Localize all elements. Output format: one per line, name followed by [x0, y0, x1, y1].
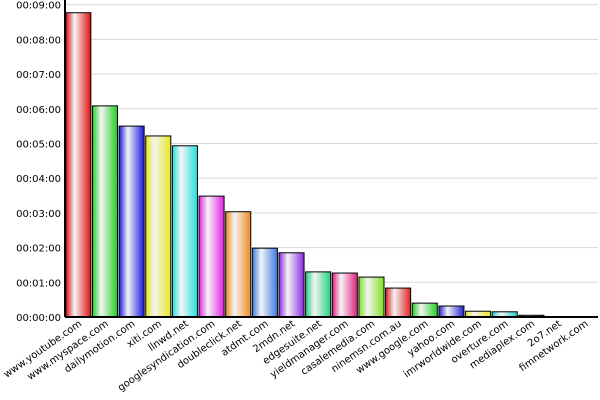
- bar: [171, 145, 198, 318]
- y-tick-label: 00:05:00: [16, 139, 61, 150]
- y-tick-label: 00:03:00: [16, 209, 61, 220]
- bar: [438, 305, 465, 318]
- y-tick-label: 00:06:00: [16, 105, 61, 116]
- y-tick-label: 00:08:00: [16, 35, 61, 46]
- bar: [411, 302, 438, 318]
- bar: [278, 252, 305, 318]
- bar: [65, 12, 92, 318]
- bar: [331, 272, 358, 318]
- bar: [145, 135, 172, 318]
- bar: [251, 247, 278, 318]
- y-tick-label: 00:07:00: [16, 70, 61, 81]
- y-tick-label: 00:09:00: [16, 1, 61, 12]
- bar: [118, 125, 145, 318]
- y-tick-label: 00:02:00: [16, 244, 61, 255]
- y-tick-label: 00:01:00: [16, 278, 61, 289]
- bar: [385, 287, 412, 318]
- bar: [358, 276, 385, 318]
- bar: [198, 195, 225, 318]
- y-tick-label: 00:00:00: [16, 313, 61, 324]
- y-tick-label: 00:04:00: [16, 174, 61, 185]
- bar: [225, 211, 252, 318]
- bar: [305, 271, 332, 318]
- bar: [91, 105, 119, 318]
